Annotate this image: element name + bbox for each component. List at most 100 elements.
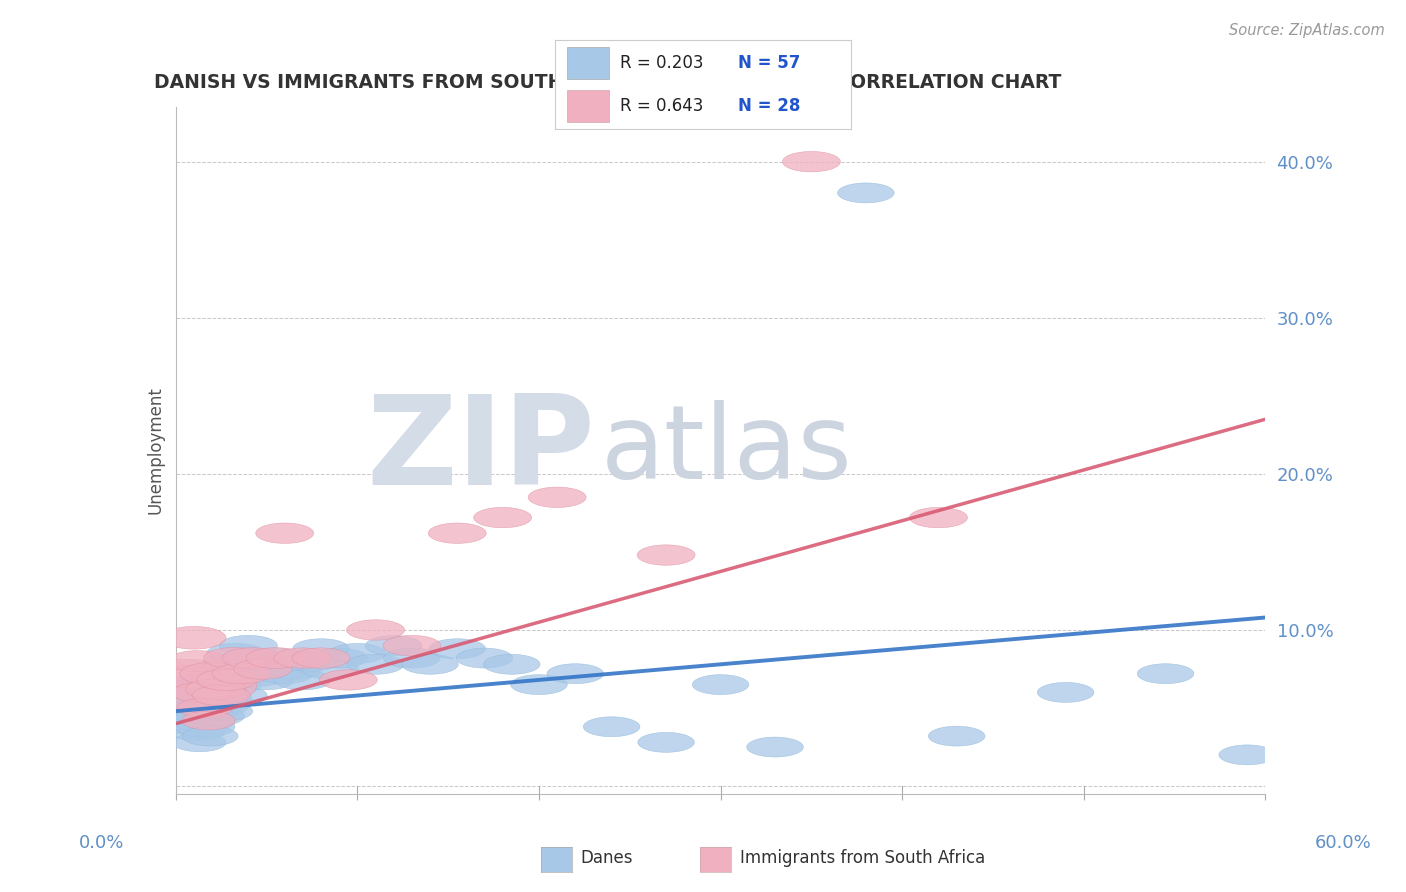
Ellipse shape <box>181 711 235 730</box>
Ellipse shape <box>180 663 245 685</box>
Ellipse shape <box>402 655 458 674</box>
Text: 60.0%: 60.0% <box>1315 834 1371 852</box>
Ellipse shape <box>233 659 292 679</box>
Text: atlas: atlas <box>600 400 852 501</box>
Text: N = 57: N = 57 <box>738 54 801 72</box>
Ellipse shape <box>1219 745 1275 764</box>
Ellipse shape <box>638 732 695 752</box>
Ellipse shape <box>910 508 967 528</box>
Ellipse shape <box>529 487 586 508</box>
Ellipse shape <box>162 713 226 735</box>
Ellipse shape <box>174 673 239 696</box>
FancyBboxPatch shape <box>567 90 609 122</box>
Ellipse shape <box>239 670 294 690</box>
FancyBboxPatch shape <box>567 47 609 79</box>
Ellipse shape <box>174 716 235 738</box>
Ellipse shape <box>181 690 243 711</box>
Ellipse shape <box>782 152 841 172</box>
Ellipse shape <box>302 659 359 679</box>
Ellipse shape <box>219 635 277 656</box>
Ellipse shape <box>456 648 513 668</box>
Ellipse shape <box>747 737 803 757</box>
Ellipse shape <box>928 726 986 746</box>
Ellipse shape <box>292 648 350 668</box>
Ellipse shape <box>214 659 271 679</box>
Ellipse shape <box>510 674 567 695</box>
Ellipse shape <box>692 674 749 695</box>
Ellipse shape <box>204 648 264 669</box>
Ellipse shape <box>274 648 332 668</box>
Text: N = 28: N = 28 <box>738 97 801 115</box>
Ellipse shape <box>284 651 340 671</box>
Text: Danes: Danes <box>581 849 633 867</box>
Ellipse shape <box>162 626 226 649</box>
Ellipse shape <box>193 664 250 684</box>
Ellipse shape <box>167 650 228 672</box>
Ellipse shape <box>222 648 281 668</box>
Ellipse shape <box>229 667 285 687</box>
Ellipse shape <box>429 639 485 658</box>
Ellipse shape <box>184 669 245 690</box>
Ellipse shape <box>347 655 404 674</box>
Ellipse shape <box>346 620 405 640</box>
Text: DANISH VS IMMIGRANTS FROM SOUTH AFRICA UNEMPLOYMENT CORRELATION CHART: DANISH VS IMMIGRANTS FROM SOUTH AFRICA U… <box>155 72 1062 92</box>
Ellipse shape <box>118 676 252 724</box>
Ellipse shape <box>207 675 262 694</box>
Text: Source: ZipAtlas.com: Source: ZipAtlas.com <box>1229 23 1385 38</box>
Ellipse shape <box>292 639 349 658</box>
Ellipse shape <box>1137 664 1194 683</box>
Ellipse shape <box>149 679 228 706</box>
Ellipse shape <box>224 648 280 668</box>
Ellipse shape <box>186 679 246 700</box>
Text: R = 0.643: R = 0.643 <box>620 97 703 115</box>
Ellipse shape <box>157 665 222 688</box>
Ellipse shape <box>484 655 540 674</box>
Ellipse shape <box>266 659 322 679</box>
Ellipse shape <box>429 523 486 543</box>
Ellipse shape <box>211 686 267 706</box>
Ellipse shape <box>157 694 222 716</box>
Ellipse shape <box>311 648 367 668</box>
Text: ZIP: ZIP <box>367 390 595 511</box>
Ellipse shape <box>366 636 422 656</box>
Ellipse shape <box>583 717 640 737</box>
Ellipse shape <box>212 664 270 684</box>
Ellipse shape <box>256 523 314 543</box>
Ellipse shape <box>329 643 385 664</box>
Ellipse shape <box>838 183 894 202</box>
Ellipse shape <box>112 659 257 710</box>
Ellipse shape <box>547 664 603 683</box>
Ellipse shape <box>177 698 232 718</box>
Ellipse shape <box>207 643 264 664</box>
Text: 0.0%: 0.0% <box>79 834 124 852</box>
Y-axis label: Unemployment: Unemployment <box>146 386 165 515</box>
Ellipse shape <box>384 648 440 668</box>
Ellipse shape <box>1038 682 1094 702</box>
Ellipse shape <box>166 677 238 702</box>
Ellipse shape <box>166 700 226 722</box>
Ellipse shape <box>247 648 304 668</box>
Text: Immigrants from South Africa: Immigrants from South Africa <box>740 849 984 867</box>
Ellipse shape <box>162 706 222 726</box>
Ellipse shape <box>197 701 253 721</box>
Ellipse shape <box>233 655 290 674</box>
Ellipse shape <box>201 654 259 674</box>
Ellipse shape <box>170 722 225 741</box>
Ellipse shape <box>172 682 231 703</box>
Ellipse shape <box>197 669 257 690</box>
Ellipse shape <box>319 670 377 690</box>
Ellipse shape <box>183 726 238 746</box>
Ellipse shape <box>187 706 245 726</box>
Ellipse shape <box>382 635 441 656</box>
Ellipse shape <box>193 685 250 706</box>
Ellipse shape <box>173 733 226 752</box>
Text: R = 0.203: R = 0.203 <box>620 54 704 72</box>
Ellipse shape <box>474 508 531 528</box>
Ellipse shape <box>180 698 238 718</box>
Ellipse shape <box>256 664 314 683</box>
Ellipse shape <box>274 670 332 690</box>
Ellipse shape <box>172 709 235 731</box>
Ellipse shape <box>190 686 246 706</box>
Ellipse shape <box>246 648 305 668</box>
Ellipse shape <box>637 545 695 566</box>
